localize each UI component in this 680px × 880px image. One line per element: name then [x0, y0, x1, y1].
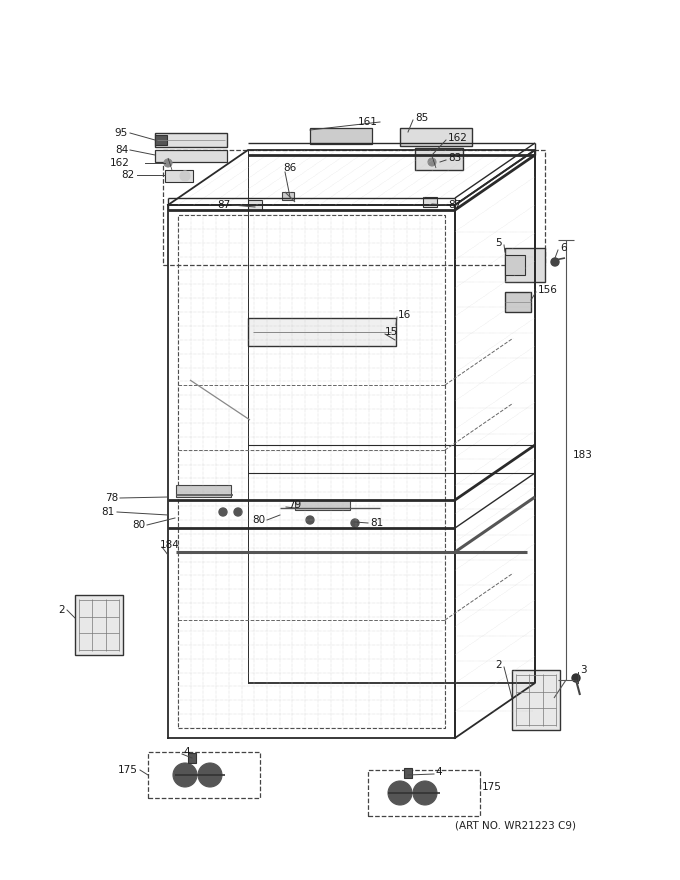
- Bar: [282, 192, 294, 200]
- Text: 15: 15: [385, 327, 398, 337]
- Text: 81: 81: [102, 507, 115, 517]
- Bar: [176, 485, 231, 497]
- Text: 79: 79: [288, 500, 301, 510]
- Text: 184: 184: [160, 540, 180, 550]
- Text: 86: 86: [283, 163, 296, 173]
- Circle shape: [388, 781, 412, 805]
- Circle shape: [572, 674, 580, 682]
- Bar: [248, 318, 396, 346]
- Bar: [75, 595, 123, 655]
- Bar: [505, 292, 531, 312]
- Text: 161: 161: [358, 117, 378, 127]
- Text: 162: 162: [110, 158, 130, 168]
- Bar: [415, 148, 463, 170]
- Text: 4: 4: [435, 767, 441, 777]
- Circle shape: [219, 508, 227, 516]
- Text: 2: 2: [58, 605, 65, 615]
- Text: 87: 87: [448, 200, 461, 210]
- Text: 162: 162: [448, 133, 468, 143]
- Circle shape: [164, 159, 172, 167]
- Circle shape: [306, 516, 314, 524]
- Text: 2: 2: [495, 660, 502, 670]
- Circle shape: [351, 519, 359, 527]
- Text: 156: 156: [538, 285, 558, 295]
- Circle shape: [180, 171, 190, 181]
- Bar: [310, 128, 372, 144]
- Text: 5: 5: [495, 238, 502, 248]
- Circle shape: [413, 781, 437, 805]
- Text: (ART NO. WR21223 C9): (ART NO. WR21223 C9): [455, 820, 576, 830]
- Text: 84: 84: [115, 145, 128, 155]
- Text: 175: 175: [118, 765, 138, 775]
- Text: 4: 4: [183, 747, 190, 757]
- Text: 3: 3: [580, 665, 587, 675]
- Text: 83: 83: [448, 153, 461, 163]
- Bar: [165, 170, 193, 182]
- Text: 87: 87: [217, 200, 230, 210]
- Bar: [155, 135, 167, 145]
- Circle shape: [234, 508, 242, 516]
- Circle shape: [173, 763, 197, 787]
- Bar: [368, 770, 480, 816]
- Bar: [512, 670, 560, 730]
- Bar: [155, 150, 227, 162]
- Circle shape: [198, 763, 222, 787]
- Text: 81: 81: [370, 518, 384, 528]
- Text: 80: 80: [132, 520, 145, 530]
- Bar: [178, 215, 445, 728]
- Text: 16: 16: [398, 310, 411, 320]
- Text: 80: 80: [252, 515, 265, 525]
- Text: 85: 85: [415, 113, 428, 123]
- Text: 82: 82: [122, 170, 135, 180]
- Bar: [295, 500, 350, 510]
- Text: 78: 78: [105, 493, 118, 503]
- Bar: [163, 150, 545, 265]
- Bar: [148, 752, 260, 798]
- Text: 183: 183: [573, 450, 593, 460]
- Circle shape: [551, 258, 559, 266]
- Bar: [423, 197, 437, 207]
- Text: 175: 175: [482, 782, 502, 792]
- Text: 95: 95: [115, 128, 128, 138]
- Bar: [188, 753, 196, 763]
- Bar: [400, 128, 472, 146]
- Bar: [248, 200, 262, 210]
- Circle shape: [428, 158, 436, 166]
- Bar: [404, 768, 412, 778]
- Bar: [155, 133, 227, 147]
- Bar: [505, 248, 545, 282]
- Bar: [505, 255, 525, 275]
- Text: 6: 6: [560, 243, 566, 253]
